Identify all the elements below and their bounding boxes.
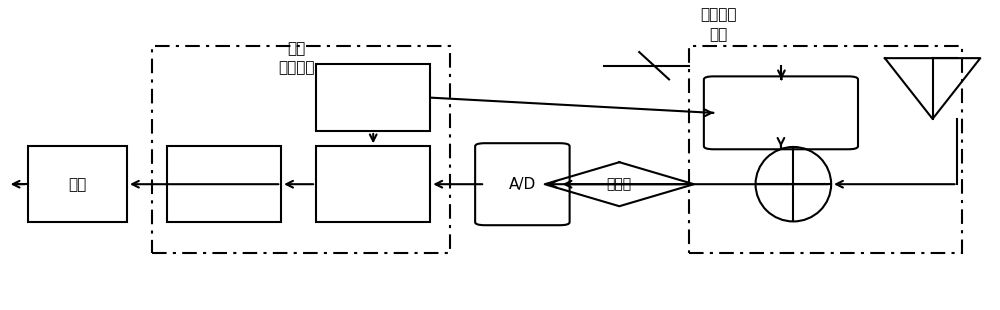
Bar [316, 146, 430, 222]
Text: 数字
干扰消除: 数字 干扰消除 [278, 41, 314, 76]
Text: 解调: 解调 [68, 177, 86, 192]
Text: 射频干扰
消除: 射频干扰 消除 [701, 7, 737, 42]
Bar [28, 146, 127, 222]
Bar [152, 46, 450, 253]
Text: 下变频: 下变频 [607, 177, 632, 191]
FancyBboxPatch shape [475, 143, 570, 225]
FancyBboxPatch shape [704, 76, 858, 149]
Text: A/D: A/D [509, 177, 536, 192]
Bar [689, 46, 962, 253]
Bar [316, 64, 430, 131]
Bar [167, 146, 281, 222]
